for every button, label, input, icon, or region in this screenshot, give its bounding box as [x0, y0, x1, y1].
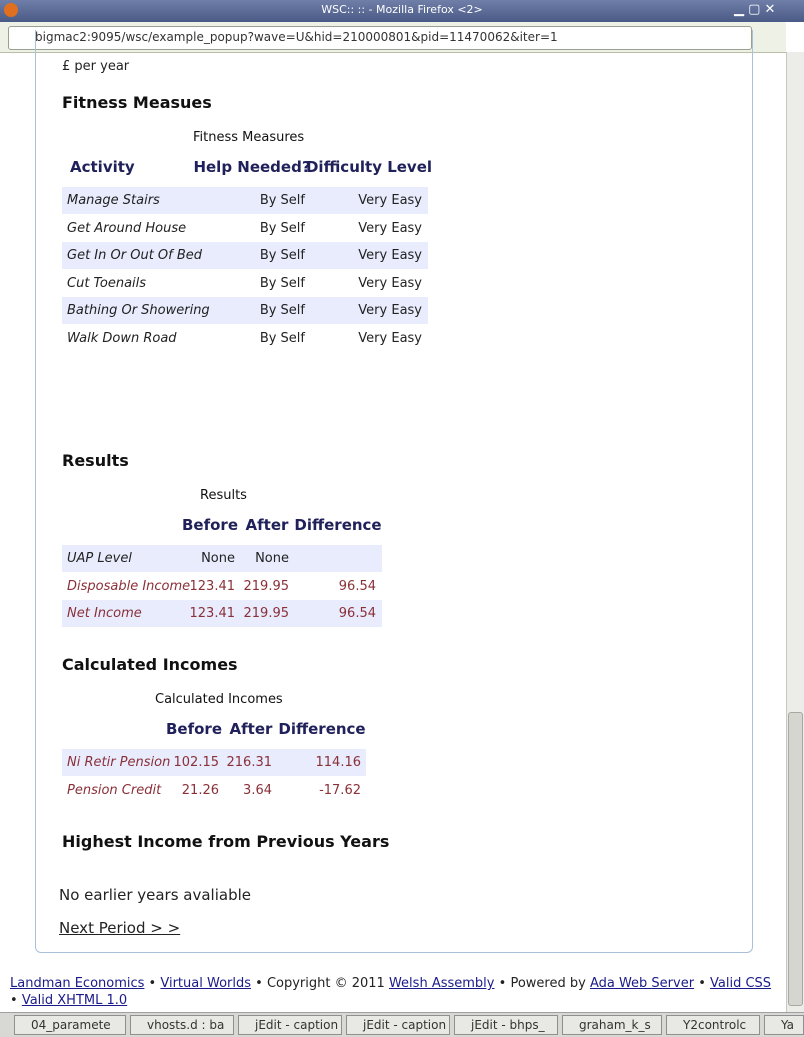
- section-heading: Results: [62, 451, 129, 470]
- row-label: Manage Stairs: [67, 193, 160, 208]
- column-header: After: [245, 516, 289, 534]
- table-cell: 114.16: [315, 755, 362, 770]
- table-cell: By Self: [259, 330, 305, 346]
- table-cell: None: [255, 551, 289, 566]
- task-button[interactable]: jEdit - caption: [346, 1015, 450, 1035]
- table-row: Pension Credit 21.26 3.64 -17.62: [62, 777, 366, 804]
- footer-link[interactable]: Virtual Worlds: [160, 976, 251, 991]
- window-title: WSC:: :: - Mozilla Firefox <2>: [321, 3, 483, 16]
- title-bar: WSC:: :: - Mozilla Firefox <2> ▁ ▢ ✕: [0, 0, 804, 22]
- footer-text: •: [10, 993, 18, 1008]
- message: No earlier years avaliable: [59, 886, 252, 904]
- section-heading: Calculated Incomes: [62, 655, 238, 674]
- table-cell: Very Easy: [358, 303, 422, 318]
- table-cell: By Self: [259, 193, 305, 208]
- table-row: Get In Or Out Of Bed By Self Very Easy: [62, 242, 428, 269]
- table-row: Manage Stairs By Self Very Easy: [62, 187, 428, 214]
- table-row: Walk Down Road By Self Very Easy: [62, 325, 428, 352]
- table-cell: -17.62: [319, 782, 361, 798]
- row-label: Pension Credit: [67, 782, 162, 798]
- window-controls[interactable]: ▁ ▢ ✕: [734, 2, 776, 17]
- footer: Landman Economics • Virtual Worlds • Cop…: [10, 975, 780, 1009]
- section-heading: Highest Income from Previous Years: [62, 832, 390, 851]
- footer-text: •: [498, 976, 507, 991]
- footer-text: •: [698, 976, 706, 991]
- content-panel: [35, 30, 753, 953]
- column-header: After: [229, 720, 273, 738]
- table-row: Cut Toenails By Self Very Easy: [62, 270, 428, 297]
- scroll-thumb[interactable]: [788, 712, 803, 1006]
- footer-link[interactable]: Valid CSS: [710, 976, 772, 991]
- footer-text: Powered by: [510, 976, 586, 991]
- table-cell: 219.95: [243, 606, 290, 621]
- table-row: Bathing Or Showering By Self Very Easy: [62, 297, 428, 324]
- footer-link[interactable]: Ada Web Server: [589, 976, 695, 991]
- row-label: Disposable Income: [67, 578, 191, 594]
- task-button[interactable]: Y2controlc: [666, 1015, 760, 1035]
- table-cell: 96.54: [338, 606, 376, 621]
- task-button[interactable]: jEdit - caption: [238, 1015, 342, 1035]
- row-label: Ni Retir Pension: [67, 755, 171, 770]
- table-cell: By Self: [259, 275, 305, 291]
- table-cell: Very Easy: [358, 220, 422, 236]
- footer-text: •: [148, 976, 157, 991]
- table-cell: Very Easy: [358, 330, 422, 346]
- table-row: UAP Level None None: [62, 545, 382, 572]
- table-caption: Fitness Measures: [193, 130, 305, 145]
- table-cell: By Self: [259, 303, 305, 318]
- task-button[interactable]: 04_paramete: [14, 1015, 126, 1035]
- footer-link[interactable]: Welsh Assembly: [388, 976, 495, 991]
- row-label: Walk Down Road: [67, 330, 177, 346]
- table-cell: 96.54: [338, 578, 376, 594]
- row-label: UAP Level: [67, 551, 132, 566]
- table-cell: 21.26: [181, 782, 219, 798]
- row-label: Get Around House: [67, 220, 187, 236]
- task-button[interactable]: graham_k_s: [562, 1015, 662, 1035]
- table-row: Get Around House By Self Very Easy: [62, 215, 428, 242]
- table-row: Net Income 123.41 219.95 96.54: [62, 600, 382, 627]
- table-cell: 123.41: [189, 606, 236, 621]
- row-label: Cut Toenails: [67, 275, 147, 291]
- column-header: Activity: [70, 158, 135, 176]
- url-input[interactable]: bigmac2:9095/wsc/example_popup?wave=U&hi…: [8, 26, 752, 50]
- column-header: Before: [181, 516, 238, 534]
- app-icon: [4, 3, 18, 17]
- url-text: bigmac2:9095/wsc/example_popup?wave=U&hi…: [35, 30, 558, 44]
- row-label: Bathing Or Showering: [67, 303, 210, 318]
- table-cell: 216.31: [226, 755, 273, 770]
- next-link[interactable]: Next Period > >: [59, 919, 181, 937]
- task-button[interactable]: Ya: [764, 1015, 804, 1035]
- table-cell: Very Easy: [358, 248, 422, 263]
- table-cell: 123.41: [189, 578, 236, 594]
- column-header: Difference: [278, 720, 366, 738]
- table-caption: Calculated Incomes: [155, 692, 283, 707]
- table-cell: 219.95: [243, 578, 290, 594]
- table-caption: Results: [200, 488, 247, 503]
- table-cell: 3.64: [243, 782, 272, 798]
- task-button[interactable]: vhosts.d : ba: [130, 1015, 234, 1035]
- row-label: Net Income: [67, 606, 142, 621]
- footer-link[interactable]: Valid XHTML 1.0: [21, 993, 128, 1008]
- column-header: Help Needed?: [193, 158, 311, 176]
- table-cell: Very Easy: [358, 193, 422, 208]
- unit-note: £ per year: [62, 59, 130, 74]
- footer-link[interactable]: Landman Economics: [10, 976, 145, 991]
- row-label: Get In Or Out Of Bed: [67, 248, 203, 263]
- table-row: Disposable Income 123.41 219.95 96.54: [62, 573, 382, 600]
- table-cell: Very Easy: [358, 275, 422, 291]
- footer-text: •: [255, 976, 263, 991]
- column-header: Difference: [294, 516, 382, 534]
- task-button[interactable]: jEdit - bhps_: [454, 1015, 558, 1035]
- table-cell: 102.15: [173, 755, 220, 770]
- column-header: Difficulty Level: [305, 158, 433, 176]
- table-cell: None: [201, 551, 235, 566]
- table-row: Ni Retir Pension 102.15 216.31 114.16: [62, 749, 366, 776]
- section-heading: Fitness Measues: [62, 93, 212, 112]
- column-header: Before: [165, 720, 222, 738]
- table-cell: By Self: [259, 248, 305, 263]
- footer-text: Copyright © 2011: [266, 976, 385, 991]
- table-cell: By Self: [259, 220, 305, 236]
